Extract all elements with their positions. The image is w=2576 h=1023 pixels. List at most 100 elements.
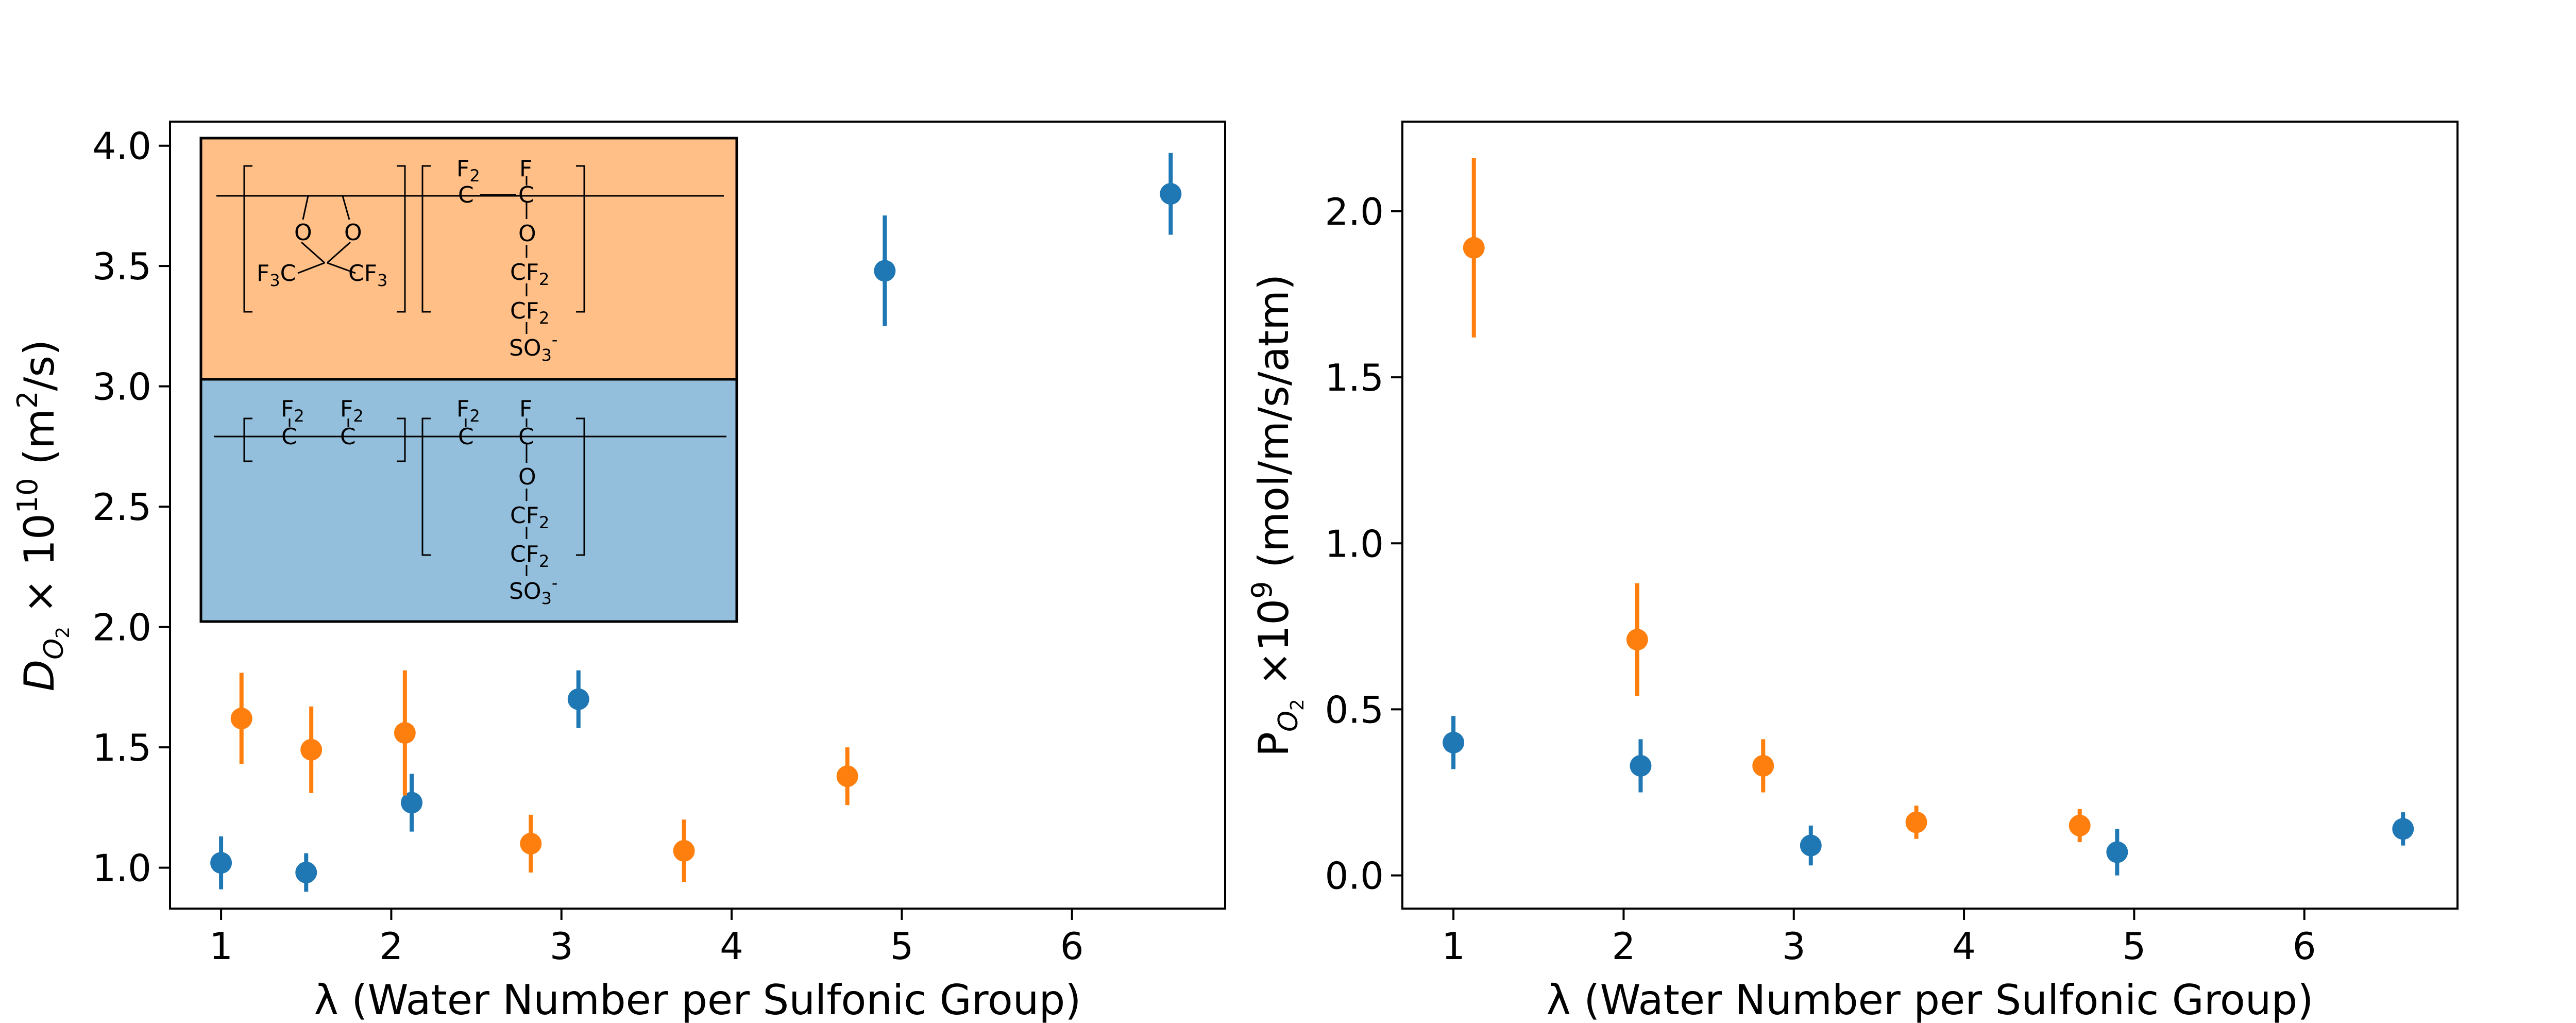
y-tick-label: 3.5: [92, 245, 151, 288]
subscript: 3: [269, 271, 280, 290]
bracket-left: [421, 417, 431, 556]
subscript: 2: [539, 551, 549, 571]
bracket-left: [243, 165, 252, 313]
unit-pre: (m: [15, 409, 63, 478]
x-tick-label: 2: [380, 925, 403, 968]
subscript: 2: [539, 270, 549, 289]
ring-bond: [342, 195, 350, 220]
data-marks: [1443, 158, 2414, 876]
data-point: [210, 852, 232, 874]
bracket-right: [576, 417, 585, 556]
cf3-right: CF3: [348, 260, 387, 290]
subscript-2: 2: [53, 627, 74, 639]
polymer-structures-inset: O O F3C CF3 F2 F C C O CF2 CF2 SO3-: [199, 137, 738, 623]
y-axis-label: DO2 × 1010 (m2/s): [11, 340, 74, 692]
subscript-o: O: [1273, 711, 1304, 732]
bottom-structure-labels: F2 F2 C C F2 F C C O CF2 CF2 SO3-: [281, 396, 557, 608]
so3-label: SO3-: [509, 330, 557, 365]
unit: (mol/m/s/atm): [1250, 274, 1298, 581]
bottom-structure: [214, 417, 726, 576]
cf3-left: F3C: [257, 260, 296, 290]
data-point: [1626, 629, 1648, 651]
atom-f: F: [456, 396, 469, 422]
y-tick-label: 2.0: [92, 606, 151, 649]
x-tick-label: 3: [1782, 925, 1806, 968]
inset-top-panel: [199, 137, 738, 381]
atom-f: F: [281, 396, 294, 422]
data-point: [520, 832, 542, 854]
x-axis-label: λ (Water Number per Sulfonic Group): [314, 976, 1081, 1023]
bracket-right: [576, 165, 585, 313]
bracket-left: [421, 165, 431, 313]
f2-label: F2: [456, 396, 480, 426]
atom-f: F: [519, 156, 532, 182]
data-point: [2106, 841, 2128, 863]
subscript-o: O: [39, 639, 70, 660]
cf2-label: CF2: [510, 541, 549, 571]
data-point: [2069, 814, 2091, 836]
atom-o: O: [518, 221, 536, 247]
atom-c: C: [518, 424, 534, 450]
atom-cf: CF: [348, 260, 377, 287]
cf2-label: CF2: [510, 259, 549, 289]
data-marks: [210, 153, 1182, 892]
so3-label: SO3-: [509, 573, 557, 608]
top-structure: [216, 165, 724, 334]
atom-o: O: [294, 220, 312, 246]
ring-bond: [297, 262, 325, 274]
diffusion-chart: O O F3C CF3 F2 F C C O CF2 CF2 SO3-: [11, 121, 1226, 1023]
data-point: [295, 861, 317, 883]
superscript: -: [552, 330, 558, 349]
svg-text:PO2 ×109 (mol/m/s/atm): PO2 ×109 (mol/m/s/atm): [1246, 274, 1308, 757]
atom-cf: CF: [510, 541, 539, 567]
atom-o: O: [344, 220, 362, 246]
data-point: [2392, 818, 2414, 840]
atom-cf: CF: [510, 502, 539, 529]
atom-cf: CF: [510, 298, 539, 324]
unit-post: /s): [15, 340, 63, 391]
multiplier: ×10: [1250, 599, 1298, 699]
symbol-p: P: [1250, 732, 1298, 757]
plot-area-frame: [1401, 121, 2459, 910]
y-tick-label: 1.5: [92, 726, 151, 769]
x-tick-label: 6: [2293, 925, 2316, 968]
subscript: 3: [541, 345, 552, 365]
x-tick-label: 1: [1442, 925, 1465, 968]
multiplier: × 10: [15, 513, 63, 627]
x-tick-label: 4: [720, 925, 743, 968]
data-point: [1752, 754, 1774, 777]
bracket-right: [397, 417, 406, 462]
y-tick-label: 3.0: [92, 365, 151, 409]
data-point: [874, 260, 896, 282]
x-tick-label: 5: [2122, 925, 2146, 968]
x-tick-label: 1: [209, 925, 233, 968]
data-point: [1463, 237, 1485, 259]
atom-o: O: [518, 464, 536, 490]
x-axis-label: λ (Water Number per Sulfonic Group): [1547, 976, 2314, 1023]
atom-cf: CF: [510, 259, 539, 286]
atom-f: F: [340, 396, 353, 422]
atom-f: F: [257, 260, 269, 287]
data-point: [673, 840, 695, 862]
x-tick-label: 3: [550, 925, 573, 968]
y-tick-label: 2.5: [92, 485, 151, 529]
atom-c: C: [458, 182, 474, 208]
data-point: [394, 722, 416, 744]
data-point: [1160, 183, 1182, 205]
permeability-chart: 1 2 3 4 5 6 0.0 0.5 1.0 1.5 2.0 λ (Water Number pe…: [1246, 121, 2459, 1023]
y-tick-label: 2.0: [1325, 190, 1384, 233]
atom-so: SO: [509, 335, 541, 361]
subscript-2: 2: [1287, 699, 1308, 711]
atom-c: C: [280, 260, 296, 287]
exponent: 10: [11, 478, 44, 513]
axis-ticks: 1 2 3 4 5 6 1.0 1.5 2.0 2.5 3.0 3.5 4.0: [92, 125, 1083, 968]
subscript: 3: [541, 589, 552, 608]
bracket-left: [243, 417, 252, 462]
f2-label: F2: [456, 156, 480, 186]
unit-exponent: 2: [11, 391, 44, 409]
data-point: [836, 765, 858, 787]
symbol-d: D: [15, 660, 63, 692]
atom-f: F: [519, 396, 532, 422]
ring-bond: [301, 241, 325, 264]
